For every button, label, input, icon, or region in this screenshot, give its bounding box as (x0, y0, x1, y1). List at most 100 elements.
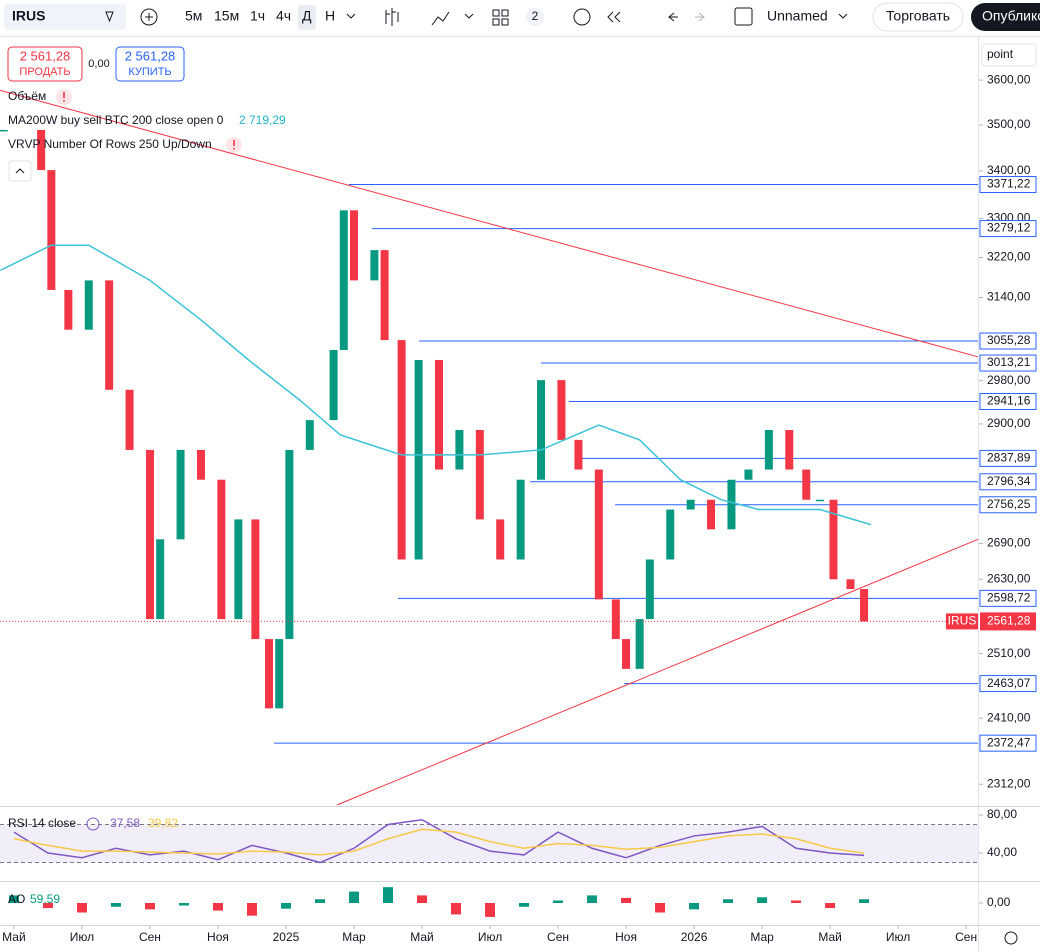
sell-price[interactable]: 2 561,28 (20, 48, 71, 63)
publish-button[interactable] (971, 3, 1040, 31)
ao-bar (689, 903, 700, 910)
layout-dropdown[interactable] (838, 13, 848, 19)
candle (846, 579, 855, 590)
level-label: 2941,16 (987, 394, 1031, 408)
interval-dropdown[interactable] (346, 13, 356, 19)
ao-title[interactable]: AO (8, 892, 25, 906)
x-tick-label: Мар (342, 930, 366, 944)
buy-label[interactable]: КУПИТЬ (128, 66, 171, 78)
candle (455, 429, 464, 470)
vrvp-legend[interactable]: VRVP Number Of Rows 250 Up/Down (8, 137, 212, 151)
x-tick-label: 2025 (273, 930, 300, 944)
scale-unit-box[interactable] (981, 43, 1037, 67)
x-tick-label: Май (818, 930, 842, 944)
indicators-dropdown[interactable] (464, 13, 474, 19)
symbol-tag-label: IRUS (948, 614, 977, 628)
level-label-box (979, 473, 1037, 491)
undo-button[interactable] (668, 12, 678, 22)
settings-button[interactable] (1004, 931, 1018, 945)
ao-bar (655, 903, 666, 913)
chart-type-button[interactable] (385, 8, 399, 26)
trade-button[interactable] (872, 2, 964, 32)
candle (196, 449, 205, 480)
x-tick-label: Июл (70, 930, 94, 944)
x-tick-label: Июл (478, 930, 502, 944)
level-label: 2372,47 (987, 735, 1031, 749)
y-tick-label: 2900,00 (987, 416, 1031, 430)
level-label-box (979, 332, 1037, 350)
y-tick-label: 3500,00 (987, 117, 1031, 131)
candle (64, 289, 73, 330)
y-tick-label: 3600,00 (987, 72, 1031, 86)
ma-legend[interactable]: MA200W buy sell BTC 200 close open 0 (8, 113, 224, 127)
layout-name[interactable]: Unnamed (767, 8, 828, 24)
candle (329, 350, 338, 421)
level-label-box (979, 393, 1037, 411)
level-label-box (979, 220, 1037, 238)
interval[interactable]: Н (325, 8, 335, 24)
ao-bar (587, 895, 598, 903)
ao-bar (280, 903, 291, 909)
sell-label[interactable]: ПРОДАТЬ (19, 66, 70, 78)
interval-group: 5м 15м 1ч 4ч Д Н (185, 8, 335, 24)
last-price-label: 2561,28 (987, 614, 1031, 628)
ao-bar (859, 899, 870, 903)
symbol[interactable]: IRUS (12, 8, 45, 24)
volume-legend[interactable]: Объём (8, 89, 46, 103)
rsi-icon (86, 817, 100, 831)
redo-button[interactable] (695, 12, 705, 22)
level-label: 2598,72 (987, 591, 1031, 605)
level-label: 2837,89 (987, 451, 1031, 465)
candle (84, 280, 93, 330)
candle (156, 539, 165, 620)
x-tick-label: 2026 (681, 930, 708, 944)
buy-button[interactable] (115, 46, 185, 82)
level-label: 2463,07 (987, 676, 1031, 690)
candle (414, 359, 423, 560)
interval[interactable]: 4ч (276, 8, 291, 24)
rsi-title[interactable]: RSI 14 close (8, 816, 76, 830)
alert-button[interactable] (573, 8, 591, 26)
sell-button[interactable] (7, 46, 83, 82)
symbol-icon[interactable] (105, 11, 114, 23)
level-label: 3013,21 (987, 355, 1031, 369)
candle (397, 340, 406, 560)
rsi-line (13, 828, 865, 856)
candle (764, 429, 773, 470)
layout-button[interactable] (492, 9, 509, 26)
level-label: 3055,28 (987, 333, 1031, 347)
scale-unit[interactable]: point (987, 47, 1014, 61)
y-tick-label: 80,00 (987, 807, 1017, 821)
moving-average (0, 244, 872, 526)
level-label: 2756,25 (987, 497, 1031, 511)
compare-button[interactable] (140, 8, 158, 26)
layout-count[interactable]: 2 (532, 9, 539, 23)
compare-icon (145, 13, 153, 21)
collapse-legend[interactable] (8, 160, 32, 182)
indicators-button[interactable] (431, 11, 450, 26)
replay-button[interactable] (607, 11, 621, 23)
ao-bar (757, 897, 768, 903)
symbol-search[interactable] (4, 4, 126, 30)
buy-price[interactable]: 2 561,28 (125, 48, 176, 63)
spread: 0,00 (88, 58, 109, 70)
trade-label[interactable]: Торговать (886, 8, 950, 24)
ao-bar (314, 899, 325, 903)
level-label: 3279,12 (987, 221, 1031, 235)
y-tick-label: 40,00 (987, 845, 1017, 859)
candle (285, 449, 294, 640)
ao-bar (791, 900, 802, 903)
interval[interactable]: 15м (214, 8, 239, 24)
interval[interactable]: Д (302, 8, 312, 24)
rsi-value: 39,82 (148, 816, 178, 830)
candle (234, 519, 243, 620)
toolbar (0, 0, 1040, 36)
candle (47, 170, 56, 290)
level-label: 3371,22 (987, 177, 1031, 191)
publish-label[interactable]: Опублико (982, 8, 1040, 24)
interval[interactable]: 1ч (250, 8, 265, 24)
y-tick-label: 2410,00 (987, 710, 1031, 724)
interval[interactable]: 5м (185, 8, 202, 24)
layout-checkbox[interactable] (734, 7, 753, 26)
